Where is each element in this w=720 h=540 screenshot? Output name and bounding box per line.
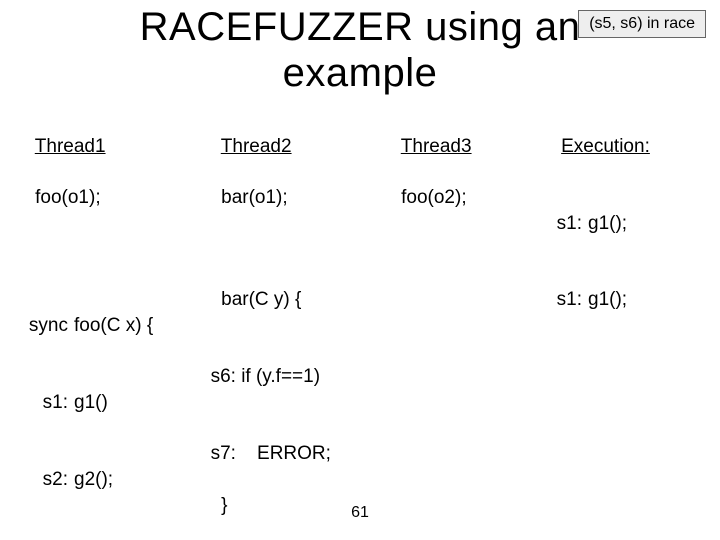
thread1-line: s2:g2();: [14, 467, 153, 493]
thread1-sig-label: sync: [14, 313, 68, 339]
code-label: s7:: [211, 443, 236, 464]
title-line-1: RACEFUZZER using an: [140, 5, 581, 49]
exec-line: s1:g1();: [540, 211, 650, 237]
thread2-sig: bar(C y) {: [221, 289, 301, 310]
code-text: ERROR;: [241, 443, 331, 464]
thread3-call: foo(o2);: [401, 187, 466, 208]
execution-header: Execution:: [561, 136, 650, 157]
thread1-call: foo(o1);: [35, 187, 100, 208]
title-line-2: example: [283, 51, 438, 95]
code-label: s1:: [14, 390, 68, 416]
exec-code: g1();: [582, 287, 627, 313]
thread3-header: Thread3: [401, 136, 472, 157]
thread2-line: s7: ERROR;: [200, 441, 331, 467]
exec-label: s1:: [540, 211, 582, 237]
thread1-line: s1:g1(): [14, 390, 153, 416]
thread2-line: s6: if (y.f==1): [200, 364, 331, 390]
thread2-call: bar(o1);: [221, 187, 288, 208]
slide-number-text: 61: [351, 504, 369, 521]
thread1-sig: foo(C x) {: [68, 313, 153, 339]
thread1-signature-row: syncfoo(C x) {: [14, 313, 153, 339]
race-badge: (s5, s6) in race: [578, 10, 706, 38]
thread3-column: Thread3 foo(o2);: [380, 108, 472, 236]
thread1-column: Thread1 foo(o1); syncfoo(C x) { s1:g1() …: [14, 108, 153, 540]
thread2-column: Thread2 bar(o1); bar(C y) { s6: if (y.f=…: [200, 108, 331, 540]
exec-line: s1:g1();: [540, 287, 650, 313]
code-label: s6:: [211, 366, 236, 387]
thread2-header: Thread2: [221, 136, 292, 157]
exec-label: s1:: [540, 287, 582, 313]
code-text: if (y.f==1): [241, 366, 320, 387]
code-text: g2();: [68, 467, 113, 493]
execution-column: Execution: s1:g1(); s1:g1();: [540, 108, 650, 364]
thread1-header: Thread1: [35, 136, 106, 157]
code-text: g1(): [68, 390, 108, 416]
code-label: s2:: [14, 467, 68, 493]
exec-code: g1();: [582, 211, 627, 237]
race-badge-text: (s5, s6) in race: [589, 15, 695, 32]
slide-number: 61: [0, 504, 720, 522]
